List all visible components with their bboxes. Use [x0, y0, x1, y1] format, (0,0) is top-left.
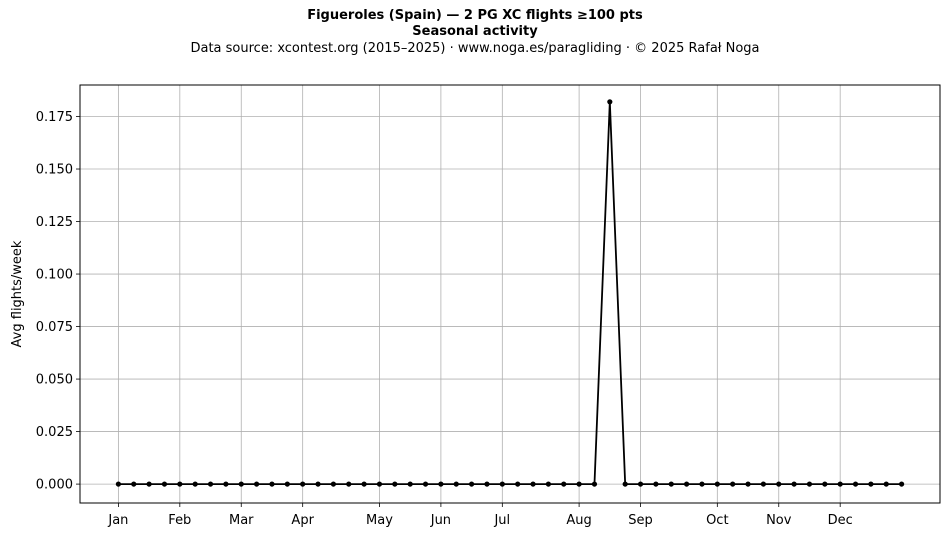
- data-point: [776, 481, 782, 487]
- x-tick-label: Jan: [107, 513, 128, 528]
- data-point: [899, 481, 905, 487]
- data-point: [284, 481, 290, 487]
- data-point: [161, 481, 168, 487]
- data-point: [530, 481, 536, 487]
- data-point: [545, 481, 551, 487]
- data-point: [852, 481, 859, 487]
- x-tick-label: Nov: [766, 513, 792, 528]
- data-point: [561, 481, 567, 487]
- chart-series: [115, 99, 905, 487]
- data-point: [131, 481, 137, 487]
- data-point: [361, 481, 367, 487]
- data-point: [806, 481, 813, 487]
- data-point: [254, 481, 260, 487]
- data-point: [238, 481, 244, 487]
- data-point: [745, 481, 751, 487]
- data-point: [438, 481, 444, 487]
- data-point: [714, 481, 720, 487]
- data-point: [607, 99, 613, 105]
- y-tick-label: 0.150: [36, 163, 73, 178]
- plot-frame: [79, 84, 941, 504]
- x-tick-label: Jun: [430, 513, 451, 528]
- chart-grid: [80, 85, 940, 503]
- data-point: [192, 481, 198, 487]
- data-point: [392, 481, 398, 487]
- y-tick-label: 0.125: [36, 215, 73, 230]
- data-point: [653, 481, 659, 487]
- data-point: [576, 481, 582, 487]
- data-point: [883, 481, 889, 487]
- data-point: [177, 481, 183, 487]
- data-point: [315, 481, 321, 487]
- data-point: [791, 481, 797, 487]
- x-tick-label: Apr: [291, 513, 314, 528]
- data-point: [115, 481, 121, 487]
- y-tick-label: 0.075: [36, 320, 73, 335]
- data-point: [730, 481, 736, 487]
- axis-ticks: 0.000 0.025 0.050 0.075 0.100 0.125 0.150 0.175…: [36, 110, 853, 528]
- x-tick-label: May: [366, 513, 393, 528]
- data-point: [346, 481, 352, 487]
- x-tick-label: Mar: [229, 513, 254, 528]
- data-point: [300, 481, 306, 487]
- chart-title-block: Figueroles (Spain) — 2 PG XC flights ≥10…: [0, 8, 950, 57]
- data-point: [868, 481, 874, 487]
- data-point: [699, 481, 705, 487]
- series-line: [118, 100, 902, 486]
- data-point: [637, 481, 644, 487]
- y-tick-label: 0.050: [36, 373, 73, 388]
- data-point: [622, 481, 628, 487]
- y-tick-label: 0.175: [36, 110, 73, 125]
- data-point: [453, 481, 459, 487]
- data-point: [515, 481, 521, 487]
- data-point: [223, 481, 229, 487]
- data-point: [760, 481, 766, 487]
- data-point: [330, 481, 336, 487]
- data-point: [146, 481, 152, 487]
- data-point: [837, 481, 843, 487]
- data-point: [376, 481, 383, 487]
- y-tick-label: 0.000: [36, 478, 73, 493]
- x-tick-label: Aug: [566, 513, 591, 528]
- x-tick-label: Sep: [628, 513, 653, 528]
- x-tick-label: Dec: [828, 513, 853, 528]
- y-tick-label: 0.025: [36, 425, 73, 440]
- data-point: [207, 481, 214, 487]
- data-point: [499, 481, 505, 487]
- data-point: [668, 481, 674, 487]
- x-tick-label: Jul: [493, 513, 510, 528]
- data-point: [469, 481, 475, 487]
- x-tick-label: Oct: [706, 513, 728, 528]
- y-tick-label: 0.100: [36, 268, 73, 283]
- data-point: [684, 481, 690, 487]
- data-point: [484, 481, 490, 487]
- data-point: [422, 481, 429, 487]
- data-point: [269, 481, 275, 487]
- chart-title-secondary: Seasonal activity: [412, 24, 538, 39]
- data-point: [407, 481, 413, 487]
- y-axis-label: Avg flights/week: [10, 240, 25, 347]
- data-point: [591, 481, 598, 487]
- x-tick-label: Feb: [168, 513, 191, 528]
- chart-subtitle: Data source: xcontest.org (2015–2025) · …: [190, 41, 760, 56]
- chart-title: Figueroles (Spain) — 2 PG XC flights ≥10…: [307, 8, 643, 23]
- data-point: [822, 481, 828, 487]
